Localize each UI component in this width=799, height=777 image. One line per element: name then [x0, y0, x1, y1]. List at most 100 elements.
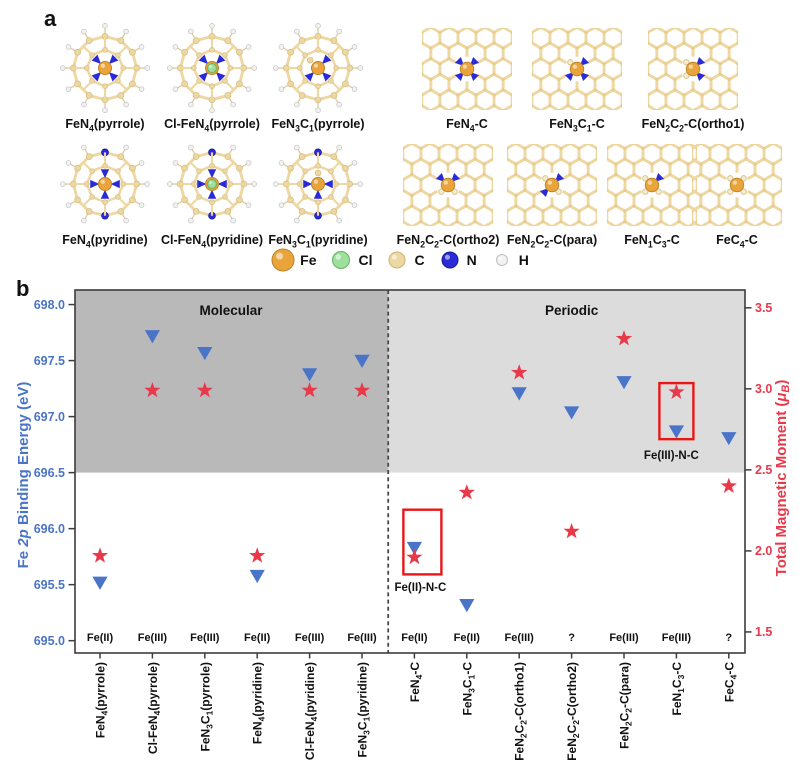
n-atom-icon: [654, 172, 665, 183]
c-atom-icon: [523, 178, 527, 182]
oxidation-state-label: Fe(III): [609, 632, 639, 644]
c-atom-icon: [474, 30, 478, 35]
c-atom-icon: [586, 172, 590, 177]
c-atom-icon: [196, 194, 202, 200]
c-atom-icon: [438, 62, 442, 66]
n-atom-icon: [100, 169, 110, 179]
c-atom-icon: [192, 153, 200, 160]
magnetic-moment-marker: [144, 382, 161, 398]
left-axis-tick-label: 696.0: [34, 522, 65, 536]
c-atom-icon: [192, 37, 200, 44]
structure-label: FeC4-C: [716, 233, 758, 250]
c-atom-icon: [296, 181, 303, 187]
structure-image: [164, 22, 260, 116]
n-sphere-icon: [441, 251, 459, 269]
fe-atom-icon-highlight: [647, 180, 652, 185]
c-atom-icon: [403, 188, 405, 192]
structure-item: FeN2C2-C(para): [502, 138, 602, 249]
c-atom-icon: [455, 209, 459, 213]
n-atom-icon: [579, 56, 590, 67]
fe-atom-icon-highlight: [688, 64, 693, 69]
c-atom-icon: [74, 80, 81, 88]
c-atom-icon: [718, 41, 722, 45]
c-atom-icon: [642, 188, 649, 195]
binding-energy-marker: [197, 346, 213, 361]
c-atom-icon: [539, 77, 543, 82]
cl-atom-icon: [207, 179, 217, 189]
h-atom-icon: [144, 181, 150, 187]
c-atom-icon: [753, 172, 757, 177]
c-atom-icon: [190, 65, 197, 71]
magnetic-moment-marker: [353, 382, 371, 398]
graphene-structure-icon: [532, 28, 622, 110]
c-atom-icon: [566, 30, 570, 35]
c-atom-icon: [557, 88, 561, 92]
c-atom-icon: [735, 144, 739, 145]
n-atom-icon: [469, 56, 480, 67]
h-atom-icon: [60, 181, 66, 187]
c-atom-icon: [429, 28, 433, 29]
c-atom-icon: [446, 225, 450, 226]
graphene-hexagon: [607, 204, 627, 226]
c-atom-icon: [465, 88, 469, 92]
c-atom-icon: [602, 62, 606, 66]
structure-label: FeN4(pyridine): [62, 233, 148, 250]
c-atom-icon: [568, 162, 572, 166]
h-atom-icon: [336, 101, 342, 108]
h-atom-icon: [123, 28, 129, 35]
c-atom-icon: [586, 193, 590, 198]
binding-energy-marker: [92, 576, 108, 590]
c-atom-icon: [419, 146, 423, 151]
graphene-hexagon: [584, 88, 606, 110]
c-atom-icon: [190, 181, 197, 187]
c-atom-icon: [650, 204, 654, 208]
c-atom-icon: [129, 196, 136, 204]
c-atom-icon: [602, 30, 606, 35]
n-atom-icon: [303, 179, 313, 189]
c-atom-icon: [447, 28, 451, 29]
c-atom-icon: [771, 225, 775, 226]
c-atom-icon: [607, 219, 609, 224]
c-atom-icon: [614, 225, 618, 226]
c-atom-icon: [575, 88, 579, 92]
c-atom-icon: [593, 28, 597, 29]
category-label: FeN3C1-C: [460, 662, 476, 716]
structure-image: [57, 22, 153, 116]
c-atom-icon: [514, 193, 518, 198]
c-atom-icon: [673, 46, 677, 50]
h-atom-icon: [245, 44, 252, 50]
graphene-hexagon: [456, 88, 478, 110]
c-atom-icon: [328, 194, 334, 200]
c-atom-icon: [550, 204, 554, 208]
c-atom-icon: [575, 109, 579, 110]
c-atom-icon: [762, 209, 766, 213]
structure-item: FeN3C1(pyridine): [266, 138, 370, 249]
graphene-hexagon: [664, 88, 686, 110]
category-label: FeC4-C: [722, 662, 738, 702]
c-atom-icon: [510, 30, 512, 35]
c-atom-icon: [683, 59, 690, 66]
binding-energy-marker: [302, 368, 318, 382]
graphene-hexagon: [566, 88, 588, 110]
h-atom-icon: [123, 217, 129, 224]
c-atom-icon: [771, 204, 775, 208]
n-atom-icon: [539, 187, 550, 198]
structure-label: FeN4-C: [446, 117, 488, 134]
right-axis-title: Total Magnetic Moment (μB): [773, 380, 792, 577]
structure-label: FeN3C1(pyrrole): [271, 117, 365, 134]
c-atom-icon: [474, 41, 478, 45]
c-atom-icon: [224, 153, 232, 160]
structure-label: FeN2C2-C(ortho1): [641, 117, 745, 134]
c-atom-icon: [736, 103, 738, 108]
c-atom-icon: [620, 93, 622, 97]
category-label: FeN3C1(pyridine): [356, 662, 372, 757]
magnetic-moment-marker: [91, 547, 109, 563]
c-atom-icon: [330, 37, 338, 44]
porphyrin-structure-icon: [167, 23, 257, 114]
structure-label: FeN1C3-C: [624, 233, 680, 250]
c-atom-icon: [586, 204, 590, 208]
c-atom-icon: [593, 77, 597, 82]
structure-image: [507, 138, 597, 232]
h-atom-icon: [81, 101, 87, 108]
porphyrin-structure-icon: [167, 144, 257, 224]
